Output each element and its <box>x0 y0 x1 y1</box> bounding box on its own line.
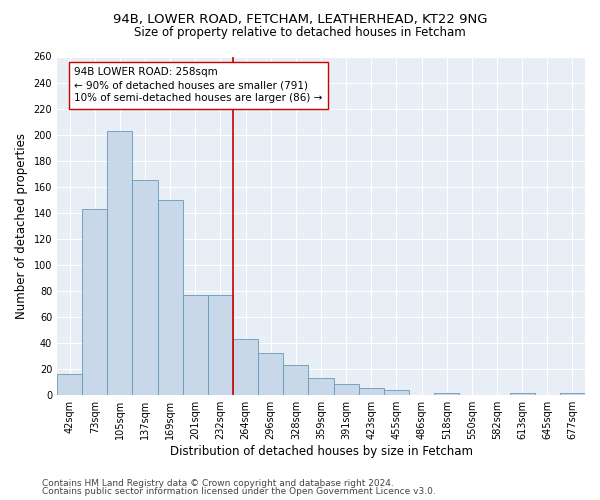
Bar <box>82 208 107 394</box>
Bar <box>359 388 384 394</box>
Bar <box>107 130 133 394</box>
Text: 94B, LOWER ROAD, FETCHAM, LEATHERHEAD, KT22 9NG: 94B, LOWER ROAD, FETCHAM, LEATHERHEAD, K… <box>113 12 487 26</box>
Bar <box>258 353 283 395</box>
Bar <box>233 339 258 394</box>
Bar <box>283 365 308 394</box>
Bar <box>334 384 359 394</box>
Bar <box>133 180 158 394</box>
Y-axis label: Number of detached properties: Number of detached properties <box>15 132 28 318</box>
Text: Size of property relative to detached houses in Fetcham: Size of property relative to detached ho… <box>134 26 466 39</box>
Bar <box>57 374 82 394</box>
Text: Contains HM Land Registry data © Crown copyright and database right 2024.: Contains HM Land Registry data © Crown c… <box>42 478 394 488</box>
Bar <box>183 294 208 394</box>
Text: Contains public sector information licensed under the Open Government Licence v3: Contains public sector information licen… <box>42 487 436 496</box>
X-axis label: Distribution of detached houses by size in Fetcham: Distribution of detached houses by size … <box>170 444 473 458</box>
Bar <box>384 390 409 394</box>
Bar <box>208 294 233 394</box>
Bar <box>308 378 334 394</box>
Text: 94B LOWER ROAD: 258sqm
← 90% of detached houses are smaller (791)
10% of semi-de: 94B LOWER ROAD: 258sqm ← 90% of detached… <box>74 67 323 104</box>
Bar <box>158 200 183 394</box>
